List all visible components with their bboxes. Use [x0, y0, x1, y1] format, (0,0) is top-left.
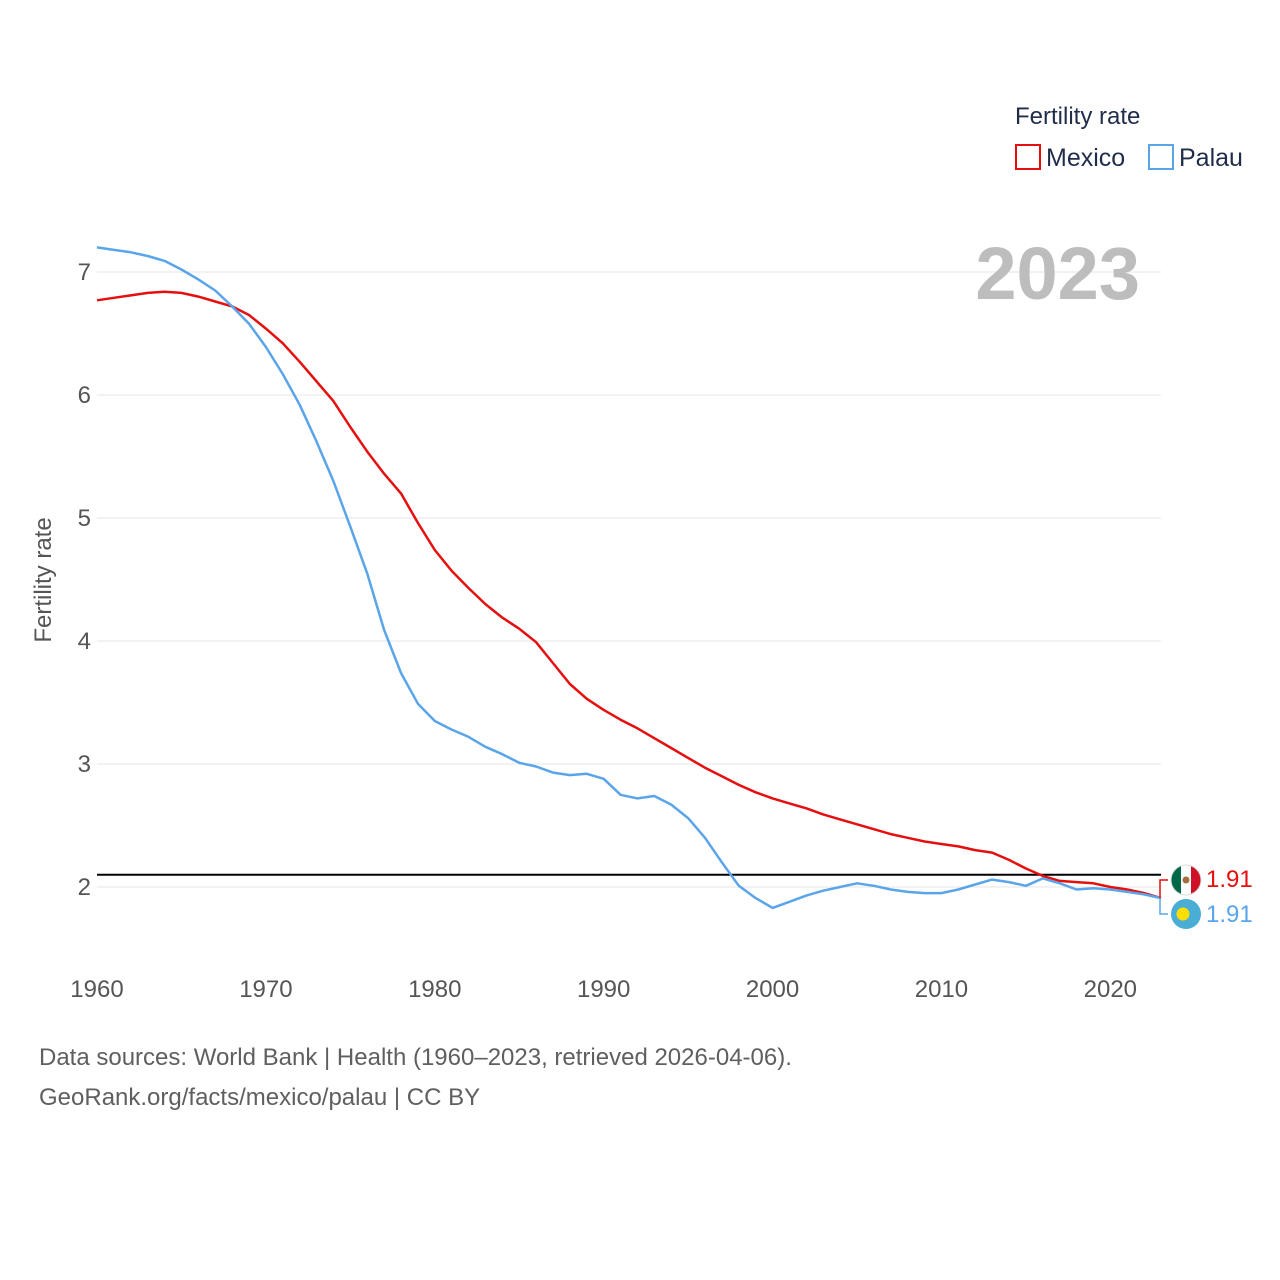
footer-credit: GeoRank.org/facts/mexico/palau | CC BY [39, 1084, 481, 1111]
mexico-end-value: 1.91 [1206, 866, 1253, 893]
y-axis-title: Fertility rate [30, 517, 57, 642]
palau-series-line [96, 246, 1162, 910]
palau-flag-icon [1171, 899, 1201, 929]
legend-swatch-palau [1148, 144, 1174, 170]
x-tick-label: 2000 [746, 976, 799, 1003]
x-tick-label: 2010 [915, 976, 968, 1003]
y-axis-ticks: 2 3 4 5 6 7 [78, 259, 91, 901]
mexico-flag-icon [1170, 864, 1202, 896]
x-tick-label: 1990 [577, 976, 630, 1003]
year-label: 2023 [975, 232, 1140, 315]
end-labels: 1.91 1.91 [1159, 864, 1253, 929]
y-tick-label: 5 [78, 505, 91, 532]
footer-sources: Data sources: World Bank | Health (1960–… [39, 1044, 792, 1071]
palau-end-value: 1.91 [1206, 901, 1253, 928]
x-tick-label: 1960 [70, 976, 123, 1003]
gridlines [97, 271, 1161, 888]
x-tick-label: 1970 [239, 976, 292, 1003]
legend-label-mexico: Mexico [1046, 144, 1125, 172]
legend-swatch-mexico [1015, 144, 1041, 170]
x-tick-label: 2020 [1084, 976, 1137, 1003]
x-axis-ticks: 1960 1970 1980 1990 2000 2010 2020 [70, 976, 1137, 1003]
palau-end-connector [1159, 898, 1168, 915]
y-tick-label: 2 [78, 874, 91, 901]
y-tick-label: 6 [78, 382, 91, 409]
legend-label-palau: Palau [1179, 144, 1243, 172]
legend: Fertility rate Mexico Palau [1015, 103, 1243, 172]
x-tick-label: 1980 [408, 976, 461, 1003]
legend-title: Fertility rate [1015, 103, 1140, 130]
y-tick-label: 4 [78, 628, 91, 655]
y-tick-label: 7 [78, 259, 91, 286]
mexico-series-line [96, 290, 1162, 900]
y-tick-label: 3 [78, 751, 91, 778]
mexico-end-connector [1159, 879, 1168, 898]
